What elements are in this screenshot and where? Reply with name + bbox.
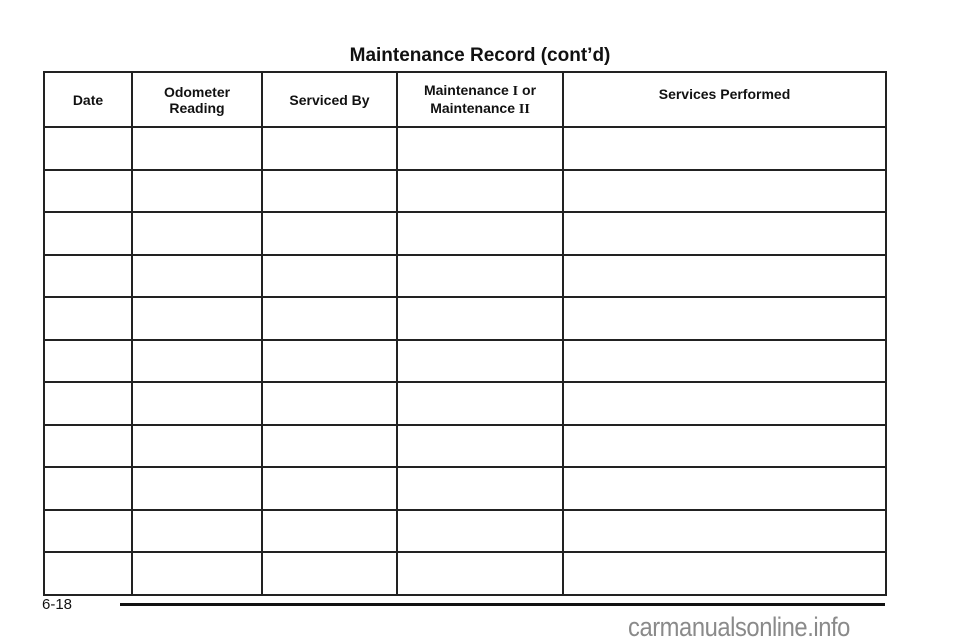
cell-odometer	[131, 211, 263, 256]
cell-services-performed	[562, 211, 887, 256]
cell-date	[43, 508, 133, 553]
cell-services-performed	[562, 296, 887, 341]
cell-date	[43, 551, 133, 596]
cell-date	[43, 126, 133, 171]
cell-odometer	[131, 381, 263, 426]
cell-services-performed	[562, 126, 887, 171]
cell-services-performed	[562, 168, 887, 213]
header-date: Date	[43, 71, 133, 128]
cell-serviced-by	[261, 296, 398, 341]
cell-odometer	[131, 551, 263, 596]
cell-date	[43, 168, 133, 213]
cell-odometer	[131, 168, 263, 213]
cell-odometer	[131, 126, 263, 171]
cell-serviced-by	[261, 211, 398, 256]
table-row	[43, 296, 887, 341]
cell-serviced-by	[261, 466, 398, 511]
cell-serviced-by	[261, 126, 398, 171]
cell-odometer	[131, 296, 263, 341]
cell-date	[43, 253, 133, 298]
page-title: Maintenance Record (cont’d)	[349, 45, 611, 66]
cell-date	[43, 381, 133, 426]
cell-maintenance-type	[396, 253, 564, 298]
cell-maintenance-type	[396, 423, 564, 468]
cell-odometer	[131, 338, 263, 383]
header-maintenance-type: Maintenance I or Maintenance II	[396, 71, 564, 128]
cell-maintenance-type	[396, 168, 564, 213]
header-odometer-line1: Odometer	[163, 83, 231, 100]
cell-services-performed	[562, 423, 887, 468]
cell-maintenance-type	[396, 466, 564, 511]
table-row	[43, 211, 887, 256]
cell-services-performed	[562, 253, 887, 298]
table-row	[43, 508, 887, 553]
cell-odometer	[131, 253, 263, 298]
header-maint-line1: Maintenance	[423, 81, 509, 98]
table-row	[43, 126, 887, 171]
page-number: 6-18	[42, 596, 73, 613]
table-row	[43, 253, 887, 298]
cell-maintenance-type	[396, 338, 564, 383]
cell-services-performed	[562, 551, 887, 596]
table-row	[43, 381, 887, 426]
maintenance-record-table: Date Odometer Reading Serviced By Mainten…	[43, 71, 887, 596]
cell-serviced-by	[261, 381, 398, 426]
cell-maintenance-type	[396, 381, 564, 426]
cell-odometer	[131, 508, 263, 553]
cell-serviced-by	[261, 423, 398, 468]
cell-services-performed	[562, 381, 887, 426]
cell-maintenance-type	[396, 126, 564, 171]
cell-odometer	[131, 423, 263, 468]
cell-maintenance-type	[396, 508, 564, 553]
table-row	[43, 466, 887, 511]
cell-date	[43, 466, 133, 511]
cell-services-performed	[562, 508, 887, 553]
cell-date	[43, 211, 133, 256]
cell-maintenance-type	[396, 296, 564, 341]
header-maint-line2: Maintenance	[430, 99, 515, 116]
header-serviced-by: Serviced By	[261, 71, 398, 128]
cell-serviced-by	[261, 551, 398, 596]
cell-services-performed	[562, 338, 887, 383]
cell-date	[43, 338, 133, 383]
header-odometer-line2: Reading	[169, 99, 225, 116]
cell-odometer	[131, 466, 263, 511]
cell-serviced-by	[261, 253, 398, 298]
table-row	[43, 168, 887, 213]
table-header-row: Date Odometer Reading Serviced By Mainten…	[43, 71, 887, 128]
cell-serviced-by	[261, 338, 398, 383]
header-maint-or: or	[522, 81, 537, 98]
cell-maintenance-type	[396, 211, 564, 256]
watermark: carmanualsonline.info	[628, 612, 850, 642]
table-row	[43, 423, 887, 468]
footer-rule	[120, 603, 885, 606]
cell-maintenance-type	[396, 551, 564, 596]
header-services-performed: Services Performed	[562, 71, 887, 128]
table-row	[43, 551, 887, 596]
cell-serviced-by	[261, 508, 398, 553]
header-odometer: Odometer Reading	[131, 71, 263, 128]
cell-services-performed	[562, 466, 887, 511]
table-row	[43, 338, 887, 383]
roman-two: II	[518, 101, 530, 117]
cell-date	[43, 296, 133, 341]
cell-date	[43, 423, 133, 468]
cell-serviced-by	[261, 168, 398, 213]
roman-one: I	[512, 83, 519, 99]
